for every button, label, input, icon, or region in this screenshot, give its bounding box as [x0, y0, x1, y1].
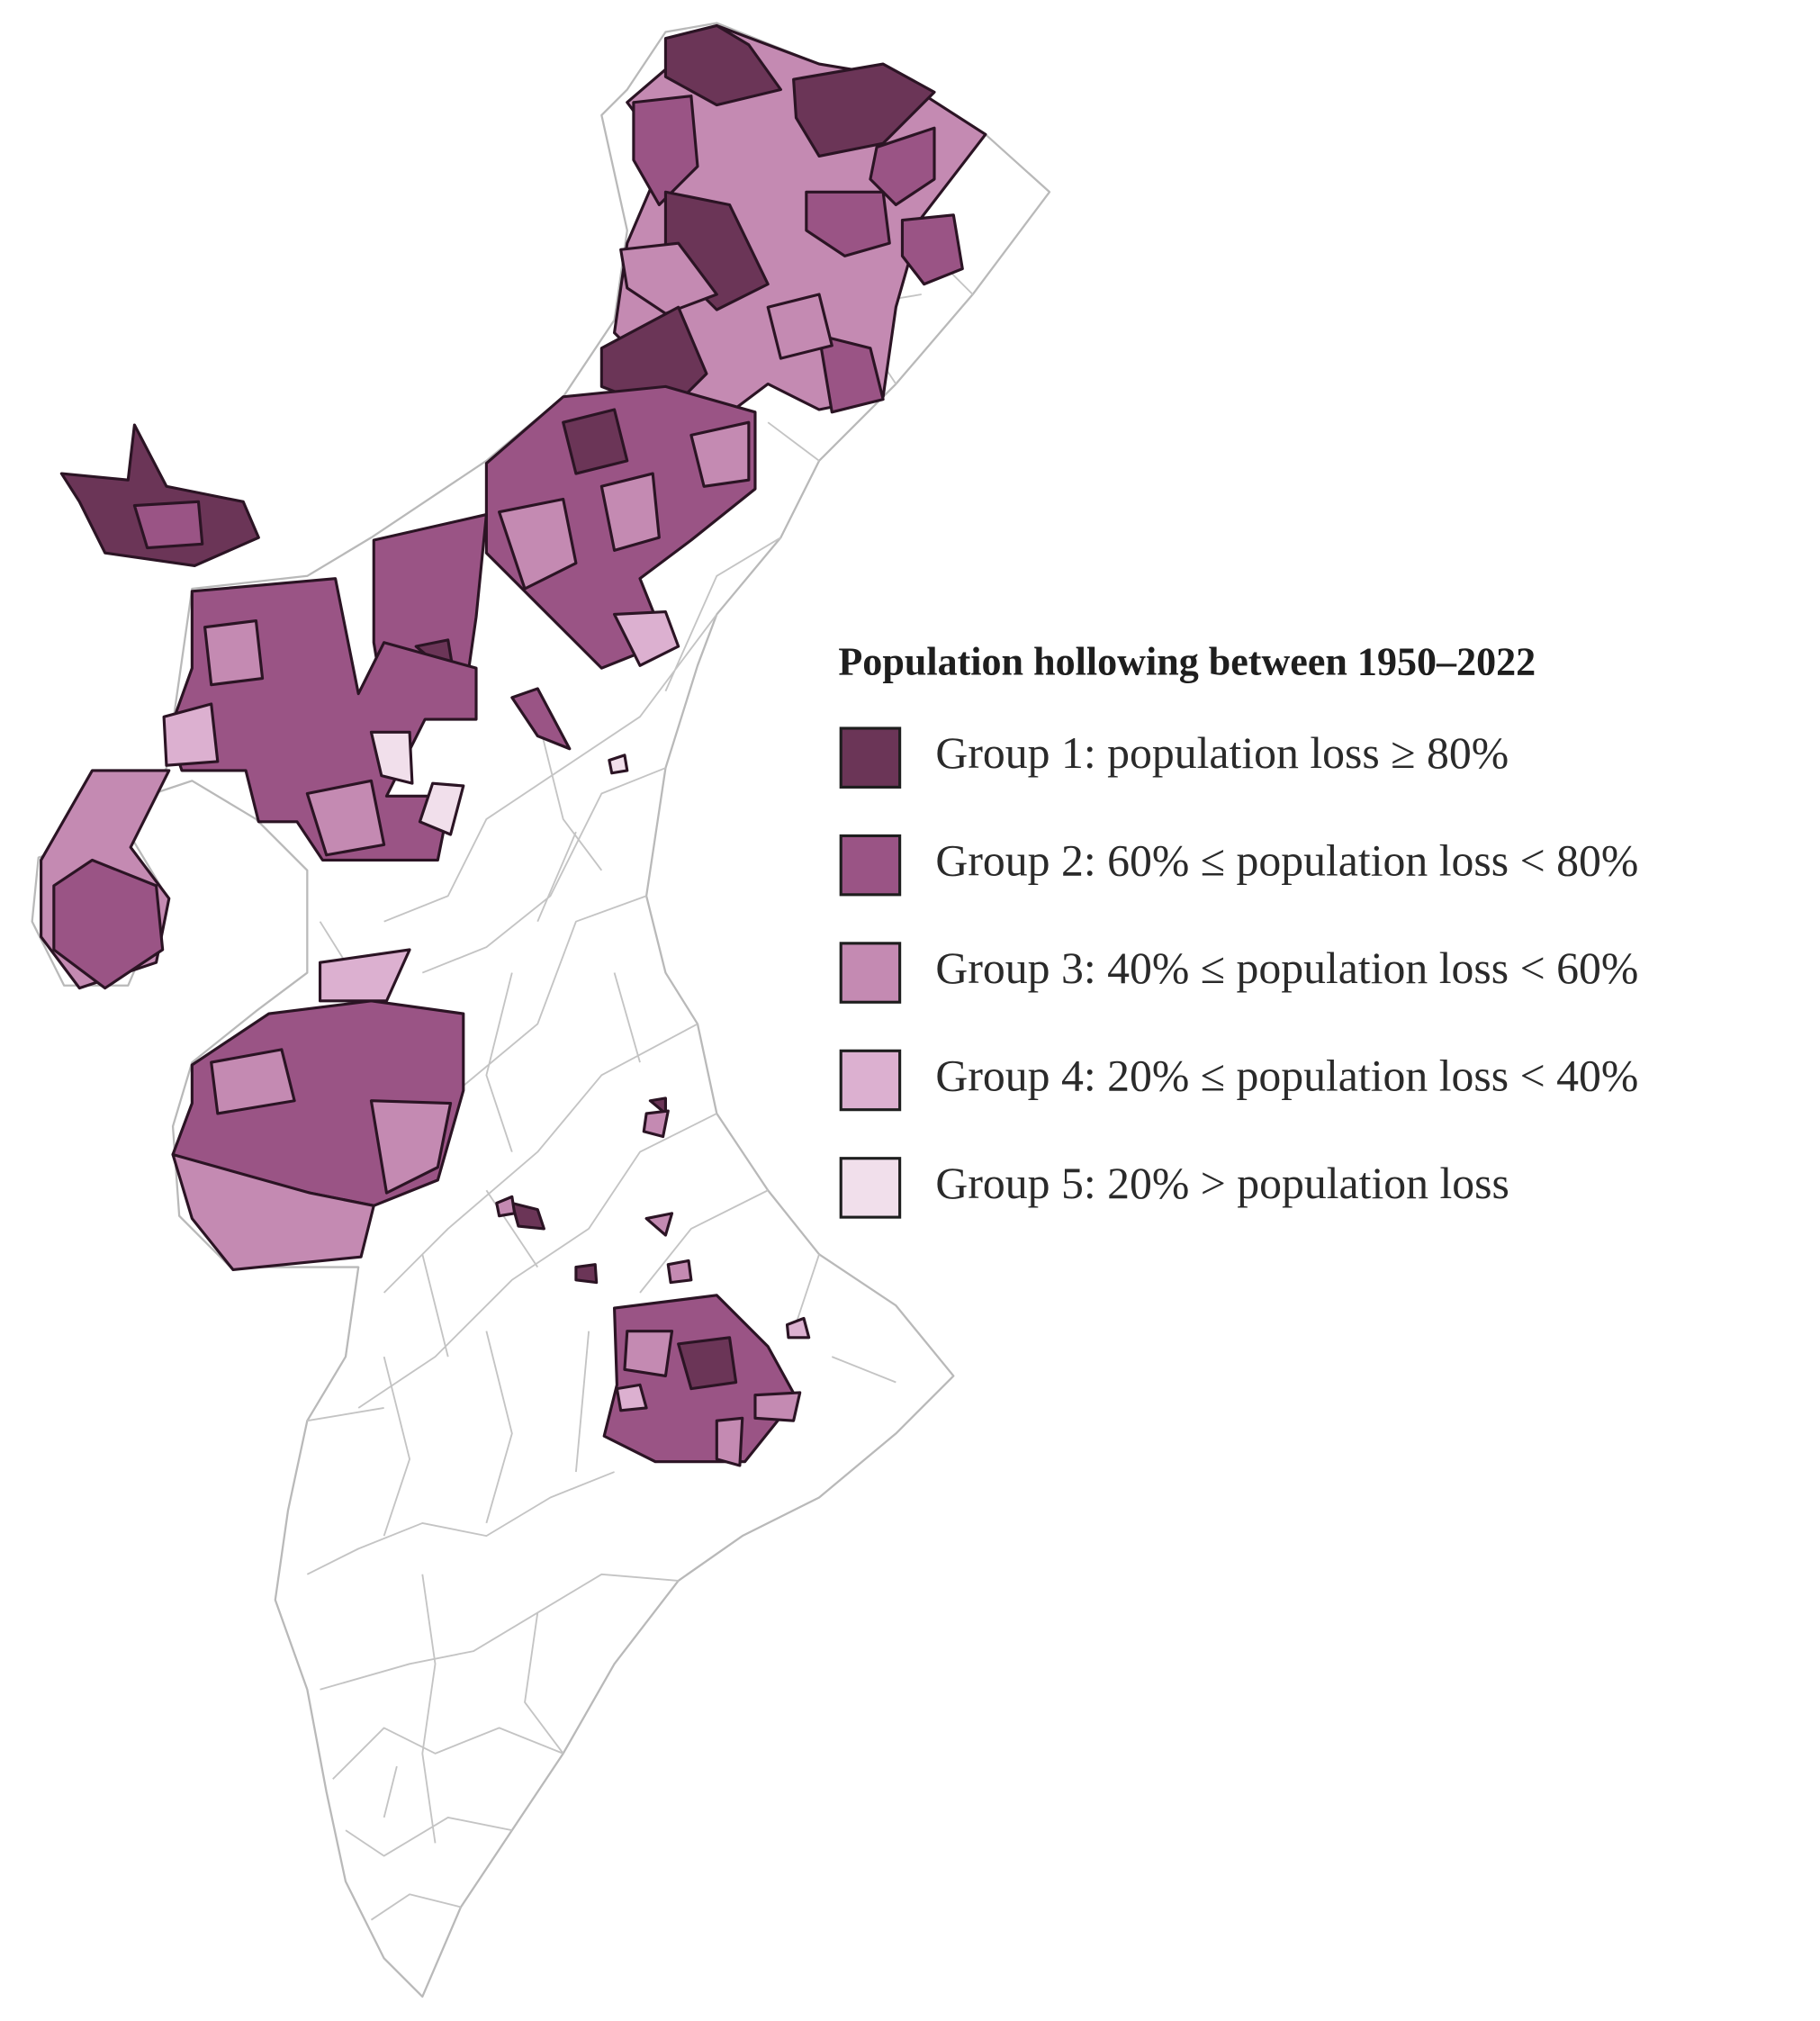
municipality: [753, 1391, 802, 1422]
legend-label: Group 2: 60% ≤ population loss < 80%: [935, 836, 1638, 886]
municipality: [608, 753, 629, 775]
municipality: [495, 1195, 517, 1218]
legend-swatch: [839, 1157, 902, 1219]
municipality: [369, 730, 414, 785]
municipality: [599, 472, 661, 552]
legend-swatch: [839, 834, 902, 897]
municipality: [900, 213, 964, 286]
municipality: [562, 408, 629, 475]
region-outline: [31, 22, 1051, 1998]
municipality: [619, 241, 718, 315]
municipality: [210, 1048, 296, 1115]
municipality: [648, 1096, 668, 1115]
municipality: [369, 1099, 453, 1195]
municipality: [805, 190, 891, 257]
legend: Population hollowing between 1950–2022 G…: [838, 639, 1638, 1219]
municipality: [666, 1259, 693, 1285]
municipality: [418, 781, 465, 836]
municipality: [510, 1201, 545, 1231]
municipality: [632, 95, 699, 207]
municipality: [766, 293, 833, 360]
legend-swatch: [839, 1049, 902, 1112]
legend-label: Group 1: population loss ≥ 80%: [935, 728, 1509, 778]
municipality: [613, 610, 680, 667]
municipality: [498, 497, 578, 591]
municipality: [663, 23, 782, 107]
municipality: [162, 702, 220, 767]
municipality: [615, 1383, 648, 1412]
legend-label: Group 5: 20% > population loss: [935, 1159, 1509, 1208]
municipality: [305, 779, 386, 857]
municipality: [715, 1416, 744, 1467]
municipality: [132, 500, 204, 550]
municipality: [817, 333, 885, 414]
legend-label: Group 4: 20% ≤ population loss < 40%: [935, 1051, 1638, 1100]
municipality: [644, 1212, 674, 1237]
municipality: [574, 1263, 599, 1285]
legend-title: Population hollowing between 1950–2022: [838, 639, 1536, 683]
municipality: [318, 948, 411, 1003]
legend-swatch: [839, 942, 902, 1004]
municipality: [869, 126, 936, 207]
legend-label: Group 3: 40% ≤ population loss < 60%: [935, 943, 1638, 993]
municipality: [785, 1316, 811, 1340]
municipality: [677, 1336, 738, 1391]
legend-swatch: [839, 726, 902, 789]
municipality: [59, 423, 260, 567]
municipality: [792, 62, 936, 158]
municipality: [689, 420, 751, 488]
municipality: [510, 687, 572, 751]
hollowing-groups: [40, 23, 987, 1467]
municipality: [171, 1152, 375, 1271]
region-base: [31, 22, 1051, 1998]
municipality: [203, 619, 265, 687]
legend-items: Group 1: population loss ≥ 80% Group 2: 6…: [839, 726, 1638, 1219]
municipality: [623, 1330, 674, 1377]
municipality: [52, 858, 165, 990]
municipality: [642, 1109, 670, 1139]
